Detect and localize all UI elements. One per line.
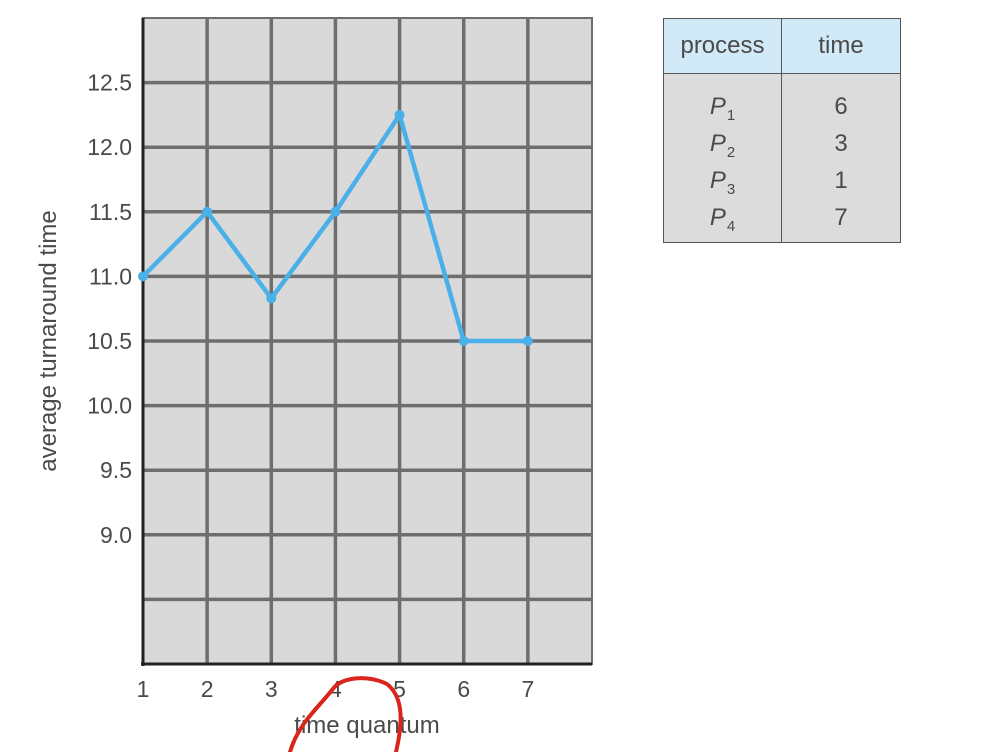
header-time: time [818,32,864,59]
x-axis-label: time quantum [294,712,439,739]
process-time-p4: 7 [834,204,848,231]
data-point [458,336,469,346]
x-tick-label: 5 [393,676,406,702]
x-tick-label: 1 [137,676,150,702]
time-column: 6 3 1 7 [782,74,900,242]
y-tick-labels: 9.0 9.5 10.0 10.5 11.0 11.5 12.0 12.5 [87,70,132,548]
data-points [138,109,533,346]
process-table: process time P1 P2 P3 P4 6 3 1 7 [663,18,901,243]
process-name-p3: P3 [709,167,736,198]
x-tick-label: 7 [521,676,534,702]
process-time-p2: 3 [834,130,848,157]
y-tick-label: 9.5 [100,457,132,483]
y-tick-label: 12.5 [87,70,132,96]
process-time-p1: 6 [834,93,848,120]
header-process: process [664,19,782,73]
data-point [138,271,148,282]
axes [141,18,592,666]
y-tick-label: 10.5 [87,328,132,354]
data-point [202,206,213,217]
red-circle-annotation [288,676,403,752]
y-tick-label: 11.5 [89,199,132,225]
data-point [330,206,341,217]
data-point [266,293,277,304]
y-tick-label: 10.0 [87,393,132,419]
process-time-p3: 1 [834,167,848,194]
y-tick-label: 11.0 [89,263,132,289]
process-column: P1 P2 P3 P4 [664,74,782,242]
data-point [522,336,533,346]
process-name-p1: P1 [709,93,736,124]
x-tick-label: 6 [457,676,470,702]
process-name-p2: P2 [709,130,736,161]
x-tick-label: 3 [265,676,278,702]
process-name-p4: P4 [709,204,736,235]
x-tick-label: 2 [201,676,214,702]
y-tick-label: 9.0 [100,522,132,548]
y-tick-label: 12.0 [87,134,132,160]
data-point [394,109,405,120]
y-axis-label: average turnaround time [35,210,62,472]
table-header: process time [664,19,900,74]
table-body: P1 P2 P3 P4 6 3 1 7 [664,74,900,242]
